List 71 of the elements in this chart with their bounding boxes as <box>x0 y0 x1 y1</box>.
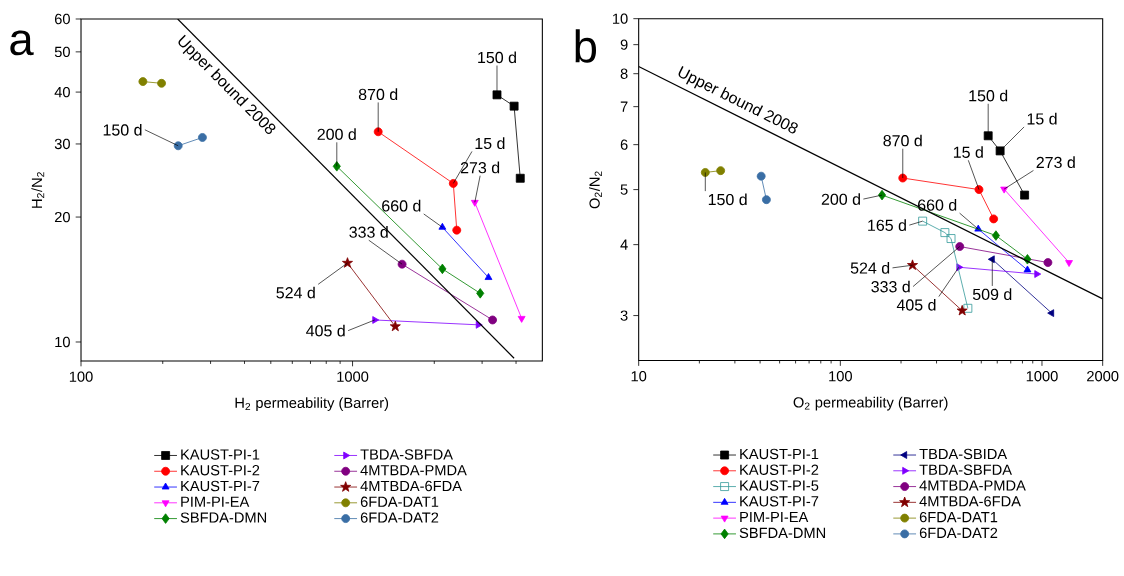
legend-label: 6FDA-DAT1 <box>360 496 439 507</box>
annotation: 405 d <box>306 324 345 337</box>
x-tick-label: 100 <box>829 371 852 382</box>
y-tick-label: 7 <box>620 101 628 112</box>
legend-label: 4MTBDA-PMDA <box>360 465 467 476</box>
legend-label: SBFDA-DMN <box>180 512 267 523</box>
y-axis-title: H$_{2}$/N$_{2}$ <box>31 172 45 208</box>
legend-label: TBDA-SBIDA <box>919 448 1008 460</box>
y-tick-label: 8 <box>620 68 628 79</box>
y-tick-label: 9 <box>620 39 628 50</box>
y-axis-title: O$_{2}$/N$_{2}$ <box>589 171 602 209</box>
legend-label: 6FDA-DAT2 <box>919 527 998 539</box>
chart-title: b <box>575 29 597 63</box>
legend-label: KAUST-PI-2 <box>181 465 260 476</box>
annotation: 165 d <box>868 219 906 231</box>
x-axis-title: H$_{2}$ permeability (Barrer) <box>235 397 389 411</box>
annotation: 200 d <box>821 193 860 205</box>
annotation: 524 d <box>276 286 315 299</box>
y-tick-label: 40 <box>54 86 70 98</box>
x-tick-label: 2000 <box>1087 371 1119 382</box>
annotation: 273 d <box>460 161 500 174</box>
y-tick-label: 3 <box>620 310 628 321</box>
y-tick-label: 20 <box>54 211 70 223</box>
legend-label: KAUST-PI-7 <box>740 496 819 507</box>
legend-label: KAUST-PI-1 <box>740 448 819 460</box>
legend-label: PIM-PI-EA <box>740 511 809 523</box>
y-tick-label: 6 <box>620 139 628 150</box>
annotation: 200 d <box>317 128 356 140</box>
legend-label: KAUST-PI-2 <box>740 464 819 475</box>
annotation: 870 d <box>883 134 922 147</box>
annotation: 15 d <box>475 137 505 150</box>
y-tick-label: 4 <box>620 239 628 250</box>
legend-label: 6FDA-DAT2 <box>360 512 439 523</box>
annotation: 273 d <box>1036 156 1075 169</box>
y-tick-label: 60 <box>54 13 70 25</box>
legend-label: KAUST-PI-7 <box>181 480 260 492</box>
legend-label: 4MTBDA-6FDA <box>919 496 1021 507</box>
legend-label: SBFDA-DMN <box>739 527 826 539</box>
annotation: 15 d <box>953 146 983 158</box>
legend-label: 6FDA-DAT1 <box>919 511 998 523</box>
annotation: 405 d <box>896 298 936 311</box>
annotation: 150 d <box>969 89 1008 102</box>
legend-label: PIM-PI-EA <box>181 496 250 507</box>
annotation: 870 d <box>358 88 398 101</box>
x-axis-title: O$_{2}$ permeability (Barrer) <box>793 396 948 411</box>
legend-label: 4MTBDA-6FDA <box>360 480 462 492</box>
annotation: 150 d <box>103 123 142 136</box>
annotation: 333 d <box>349 226 388 238</box>
legend-label: TBDA-SBFDA <box>360 449 453 460</box>
annotation: 150 d <box>708 193 747 206</box>
legend-label: 4MTBDA-PMDA <box>919 480 1026 491</box>
annotation: 660 d <box>382 199 421 212</box>
y-tick-label: 10 <box>612 13 628 24</box>
y-tick-label: 5 <box>620 184 628 195</box>
annotation: 150 d <box>478 51 516 64</box>
annotation: 333 d <box>871 280 910 293</box>
chart-title: a <box>10 30 34 56</box>
y-tick-label: 30 <box>54 138 70 150</box>
annotation: 524 d <box>850 262 890 274</box>
legend-label: TBDA-SBFDA <box>919 464 1012 475</box>
x-tick-label: 1000 <box>1026 371 1058 382</box>
x-tick-label: 10 <box>631 371 647 382</box>
y-tick-label: 50 <box>54 46 70 58</box>
annotation: 509 d <box>972 288 1012 301</box>
x-tick-label: 1000 <box>337 371 369 382</box>
x-tick-label: 100 <box>69 371 93 382</box>
annotation: 660 d <box>918 199 957 211</box>
legend-label: KAUST-PI-5 <box>740 480 819 491</box>
annotation: 15 d <box>1027 112 1057 125</box>
y-tick-label: 10 <box>55 336 70 348</box>
legend-label: KAUST-PI-1 <box>181 449 260 460</box>
